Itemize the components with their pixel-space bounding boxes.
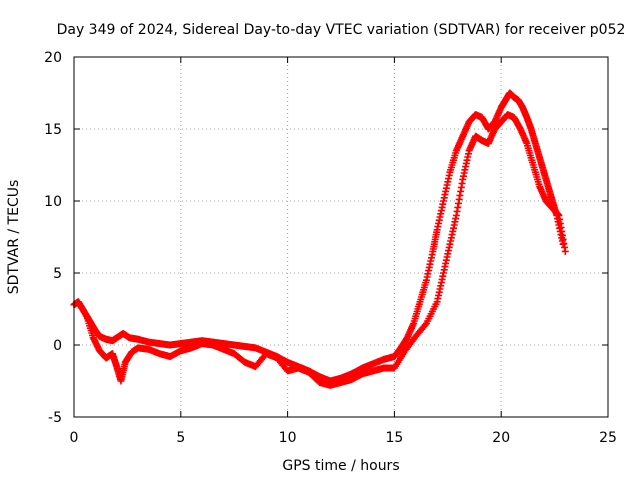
x-tick-label: 5 bbox=[176, 430, 185, 446]
y-tick-label: 5 bbox=[53, 266, 62, 282]
y-axis-label: SDTVAR / TECUs bbox=[6, 180, 22, 295]
axis-ticks bbox=[73, 56, 609, 418]
x-tick-labels: 0 5 10 15 20 25 bbox=[70, 430, 617, 446]
x-axis-label: GPS time / hours bbox=[282, 458, 399, 474]
data-points bbox=[70, 89, 569, 389]
y-tick-label: 0 bbox=[53, 338, 62, 354]
series-sdtvar-low-branch bbox=[83, 111, 569, 389]
data-point bbox=[421, 321, 429, 329]
x-tick-label: 15 bbox=[385, 430, 403, 446]
chart-title: Day 349 of 2024, Sidereal Day-to-day VTE… bbox=[57, 22, 626, 38]
x-tick-label: 25 bbox=[599, 430, 617, 446]
x-tick-label: 10 bbox=[279, 430, 297, 446]
y-tick-label: 10 bbox=[44, 194, 62, 210]
x-tick-label: 0 bbox=[70, 430, 79, 446]
x-tick-label: 20 bbox=[492, 430, 510, 446]
y-tick-label: 20 bbox=[44, 50, 62, 66]
plot-frame bbox=[73, 56, 609, 418]
data-point bbox=[561, 247, 569, 255]
y-tick-labels: -5 0 5 10 15 20 bbox=[44, 50, 62, 426]
y-tick-label: 15 bbox=[44, 122, 62, 138]
y-tick-label: -5 bbox=[48, 410, 62, 426]
